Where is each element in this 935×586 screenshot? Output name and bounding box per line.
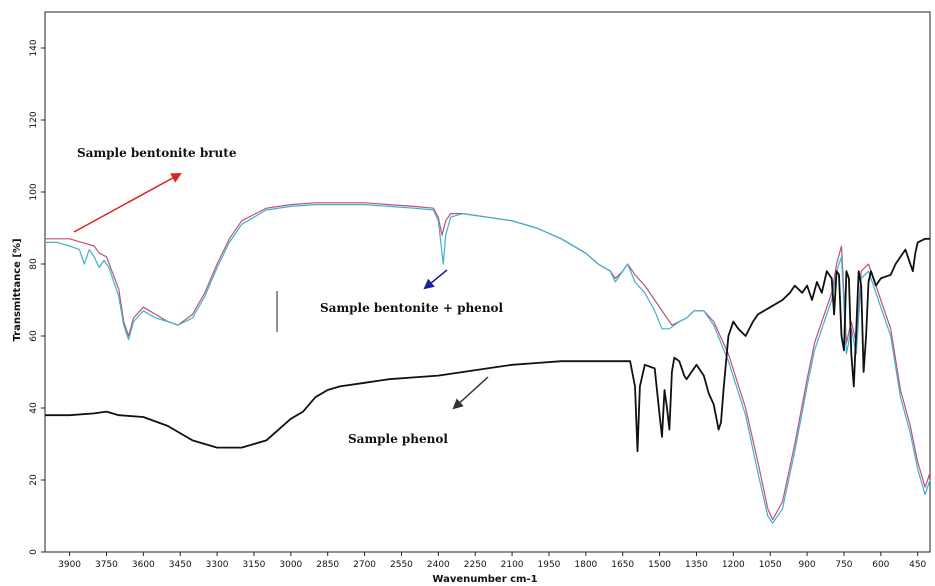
x-tick-label: 3900 (58, 560, 81, 570)
x-tick-label: 1350 (685, 560, 708, 570)
x-tick-label: 750 (835, 560, 852, 570)
annotation-bentonite-phenol: Sample bentonite + phenol (320, 301, 504, 315)
x-tick-label: 1650 (611, 560, 634, 570)
y-axis: 0 20 40 60 80 100 120 140 (29, 39, 45, 555)
y-tick-label: 60 (29, 330, 39, 342)
x-tick-label: 3450 (169, 560, 192, 570)
x-tick-label: 1500 (648, 560, 671, 570)
y-axis-title: Transmittance [%] (12, 238, 23, 341)
y-tick-label: 40 (29, 402, 39, 414)
y-tick-label: 0 (29, 549, 39, 555)
x-tick-label: 2250 (464, 560, 487, 570)
x-tick-label: 2100 (501, 560, 524, 570)
y-tick-label: 100 (29, 183, 39, 200)
x-tick-label: 3300 (206, 560, 229, 570)
x-tick-label: 1200 (722, 560, 745, 570)
annotation-phenol: Sample phenol (348, 432, 448, 446)
x-tick-label: 2700 (353, 560, 376, 570)
x-tick-label: 3000 (279, 560, 302, 570)
x-tick-label: 1950 (538, 560, 561, 570)
x-tick-label: 2400 (427, 560, 450, 570)
y-tick-label: 80 (29, 258, 39, 270)
series-line-1 (45, 204, 931, 524)
y-tick-label: 20 (29, 474, 39, 486)
annotation-arrow-bentonite-brute (73, 172, 182, 233)
annotation-bentonite-brute: Sample bentonite brute (77, 146, 237, 160)
series-line-0 (45, 202, 931, 521)
x-tick-label: 3150 (243, 560, 266, 570)
x-tick-label: 3750 (95, 560, 118, 570)
y-tick-label: 140 (29, 39, 39, 56)
y-tick-label: 120 (29, 111, 39, 128)
x-axis-title: Wavenumber cm-1 (432, 574, 537, 585)
x-tick-label: 3600 (132, 560, 155, 570)
x-tick-label: 2850 (316, 560, 339, 570)
x-tick-label: 1050 (759, 560, 782, 570)
x-tick-label: 600 (872, 560, 889, 570)
series-line-2 (45, 237, 930, 453)
x-tick-label: 900 (798, 560, 815, 570)
plot-frame (44, 11, 931, 553)
annotation-arrow-bentonite-phenol (423, 269, 448, 290)
annotation-arrow-phenol (452, 376, 489, 410)
x-axis: 3900 3750 3600 3450 3300 3150 3000 2850 2700 2550… (58, 552, 927, 570)
series-layer (45, 202, 931, 524)
x-tick-label: 1800 (574, 560, 597, 570)
x-tick-label: 450 (909, 560, 926, 570)
x-tick-label: 2550 (390, 560, 413, 570)
